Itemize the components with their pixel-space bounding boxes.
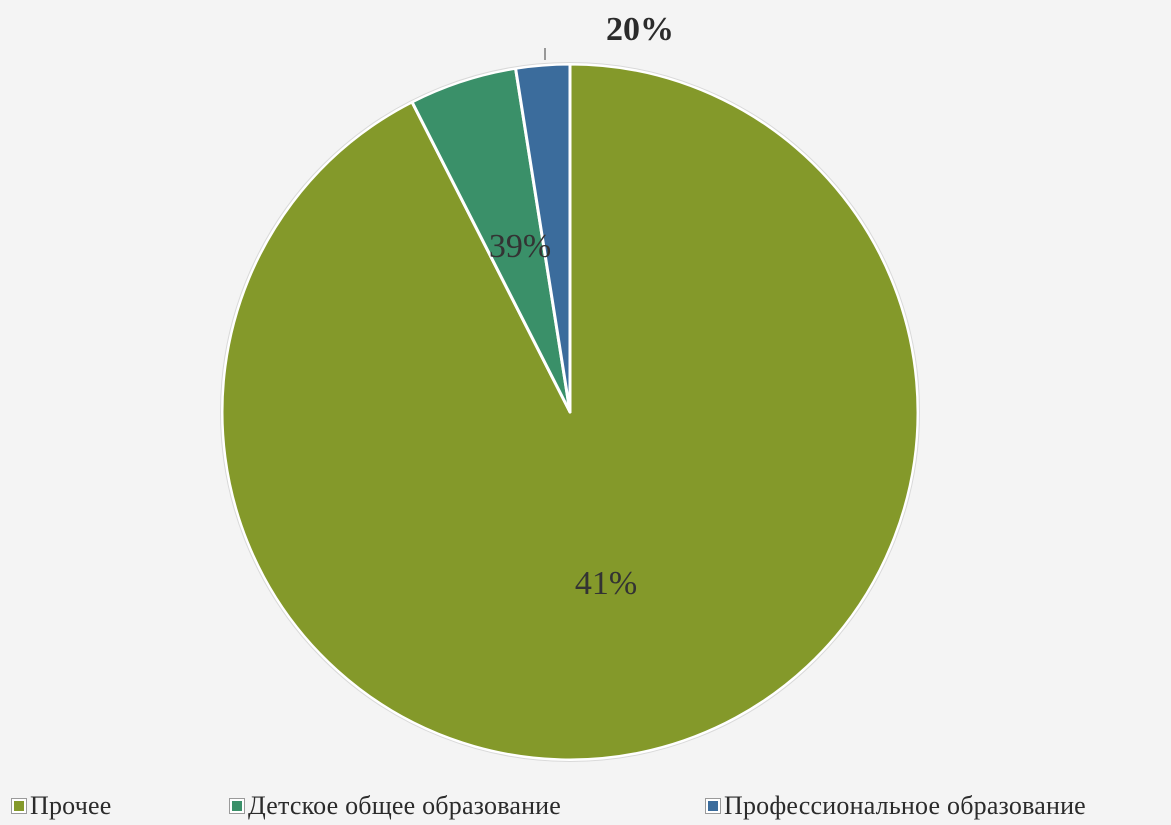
legend-label-children-general: Детское общее образование xyxy=(248,791,562,820)
pie-slice-professional xyxy=(514,62,572,414)
legend-label-professional: Профессиональное образование xyxy=(724,791,1086,820)
legend-item-children-general: Детское общее образование xyxy=(229,788,562,824)
data-label-children-general: 39% xyxy=(489,228,551,265)
legend-swatch-professional xyxy=(705,798,721,814)
pie-chart-svg: 20% 39% 41% xyxy=(220,11,920,762)
legend-item-professional: Профессиональное образование xyxy=(705,788,1086,824)
data-label-other: 41% xyxy=(575,565,637,602)
pie-chart: 20% 39% 41% xyxy=(220,11,920,762)
pie-outline xyxy=(220,62,920,762)
data-label-professional: 20% xyxy=(606,11,674,48)
chart-legend: Прочее Детское общее образование Професс… xyxy=(11,788,1170,824)
legend-label-other: Прочее xyxy=(30,791,112,820)
pie-slices xyxy=(220,62,920,762)
legend-swatch-other xyxy=(11,798,27,814)
legend-swatch-children-general xyxy=(229,798,245,814)
legend-item-other: Прочее xyxy=(11,788,112,824)
